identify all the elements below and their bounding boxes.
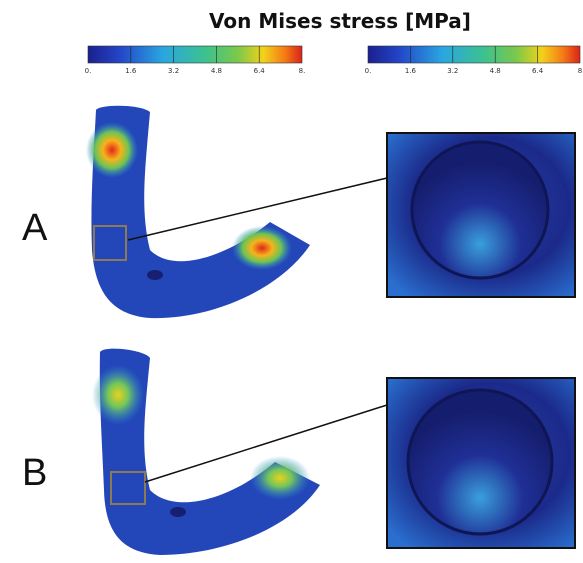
hole xyxy=(147,270,163,280)
colorbar-tick-label: 4.8 xyxy=(211,67,222,75)
colorbar xyxy=(87,45,303,64)
colorbar-tick-label: 0. xyxy=(85,67,92,75)
connector xyxy=(127,177,388,241)
hotspot xyxy=(92,365,144,425)
colorbar-tick-label: 1.6 xyxy=(125,67,137,75)
hole-zoom xyxy=(410,140,550,280)
zoom-marker xyxy=(93,225,127,261)
hotspot xyxy=(232,226,292,270)
colorbar-tick-label: 8 xyxy=(578,67,582,75)
hotspot xyxy=(250,456,310,500)
hole-zoom xyxy=(406,388,554,536)
colorbar-tick-label: 0. xyxy=(365,67,372,75)
hole xyxy=(170,507,186,517)
colorbar-tick-label: 4.8 xyxy=(490,67,501,75)
stent-b xyxy=(99,348,321,555)
panel-label: B xyxy=(22,452,47,494)
colorbar-tick-label: 6.4 xyxy=(532,67,544,75)
colorbar-tick-label: 3.2 xyxy=(168,67,179,75)
title: Von Mises stress [MPa] xyxy=(209,9,471,33)
colorbar xyxy=(367,45,581,64)
colorbar-tick-label: 1.6 xyxy=(405,67,417,75)
connector xyxy=(144,404,388,483)
colorbar-tick-label: 3.2 xyxy=(447,67,458,75)
hotspot xyxy=(86,122,138,178)
zoom-marker xyxy=(110,471,146,505)
colorbar-tick-label: 6.4 xyxy=(254,67,266,75)
colorbar-tick-label: 8. xyxy=(299,67,306,75)
panel-label: A xyxy=(22,207,48,249)
